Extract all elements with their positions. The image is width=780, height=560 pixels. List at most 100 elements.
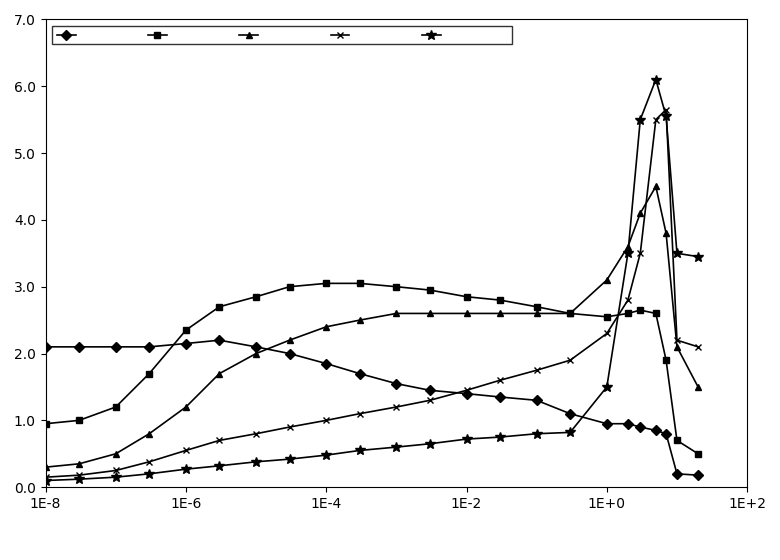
- 4区: [41, 421, 50, 427]
- 1区: [566, 429, 575, 436]
- 5区: [74, 343, 83, 350]
- 3区: [623, 243, 633, 250]
- 1区: [355, 447, 364, 454]
- 3区: [215, 370, 224, 377]
- 4区: [425, 287, 434, 293]
- 1区: [285, 456, 294, 463]
- 2区: [623, 297, 633, 304]
- 2区: [251, 431, 261, 437]
- 3区: [355, 317, 364, 324]
- 5区: [672, 470, 682, 477]
- 1区: [74, 476, 83, 483]
- 2区: [693, 343, 703, 350]
- 1区: [602, 384, 612, 390]
- 2区: [672, 337, 682, 343]
- 1区: [495, 433, 505, 440]
- 3区: [602, 277, 612, 283]
- 2区: [462, 387, 471, 394]
- 2区: [181, 447, 190, 454]
- 2区: [495, 377, 505, 384]
- 4区: [672, 437, 682, 444]
- Line: 4区: 4区: [42, 280, 701, 458]
- 5区: [144, 343, 154, 350]
- 4区: [651, 310, 661, 317]
- 2区: [144, 459, 154, 465]
- 4区: [321, 280, 331, 287]
- 2区: [74, 472, 83, 479]
- 2区: [215, 437, 224, 444]
- 5区: [355, 370, 364, 377]
- 3区: [181, 404, 190, 410]
- Line: 3区: 3区: [42, 183, 701, 470]
- 3区: [651, 183, 661, 190]
- 4区: [74, 417, 83, 424]
- 1区: [672, 250, 682, 256]
- 5区: [41, 343, 50, 350]
- 3区: [251, 350, 261, 357]
- 2区: [111, 467, 120, 474]
- 3区: [462, 310, 471, 317]
- 5区: [602, 421, 612, 427]
- 2区: [321, 417, 331, 424]
- 1区: [661, 113, 671, 120]
- 2区: [425, 397, 434, 404]
- 5区: [215, 337, 224, 343]
- 1区: [181, 466, 190, 473]
- 1区: [215, 463, 224, 469]
- 5区: [693, 472, 703, 479]
- 1区: [462, 436, 471, 442]
- 2区: [566, 357, 575, 363]
- 4区: [462, 293, 471, 300]
- 4区: [285, 283, 294, 290]
- 5区: [495, 394, 505, 400]
- 5区: [251, 343, 261, 350]
- 4区: [144, 370, 154, 377]
- 4区: [355, 280, 364, 287]
- 4区: [251, 293, 261, 300]
- 5区: [532, 397, 541, 404]
- 5区: [623, 421, 633, 427]
- 1区: [532, 431, 541, 437]
- 4区: [566, 310, 575, 317]
- Legend: -♦-5区, -■-4区, -▲-3区, -x-2区, -✶-1区: -♦-5区, -■-4区, -▲-3区, -x-2区, -✶-1区: [51, 26, 512, 44]
- 1区: [41, 477, 50, 484]
- 5区: [661, 431, 671, 437]
- 2区: [651, 116, 661, 123]
- 4区: [215, 304, 224, 310]
- 1区: [251, 459, 261, 465]
- 5区: [636, 424, 645, 431]
- 3区: [636, 210, 645, 217]
- 4区: [636, 307, 645, 314]
- 3区: [41, 464, 50, 470]
- 1区: [321, 452, 331, 459]
- 3区: [672, 343, 682, 350]
- 4区: [661, 357, 671, 363]
- Line: 1区: 1区: [41, 74, 703, 486]
- 3区: [661, 230, 671, 237]
- 2区: [636, 250, 645, 256]
- 5区: [321, 360, 331, 367]
- 1区: [392, 444, 401, 450]
- 5区: [285, 350, 294, 357]
- 3区: [321, 324, 331, 330]
- 5区: [566, 410, 575, 417]
- 1区: [623, 250, 633, 256]
- 3区: [566, 310, 575, 317]
- 1区: [425, 440, 434, 447]
- 5区: [651, 427, 661, 434]
- 1区: [636, 116, 645, 123]
- 2区: [661, 106, 671, 113]
- 2区: [392, 404, 401, 410]
- 4区: [181, 327, 190, 334]
- 3区: [425, 310, 434, 317]
- 5区: [181, 340, 190, 347]
- 1区: [111, 474, 120, 480]
- 3区: [392, 310, 401, 317]
- 2区: [41, 474, 50, 480]
- 3区: [74, 460, 83, 467]
- 2区: [532, 367, 541, 374]
- 3区: [285, 337, 294, 343]
- Line: 5区: 5区: [42, 337, 701, 479]
- 2区: [602, 330, 612, 337]
- 1区: [651, 76, 661, 83]
